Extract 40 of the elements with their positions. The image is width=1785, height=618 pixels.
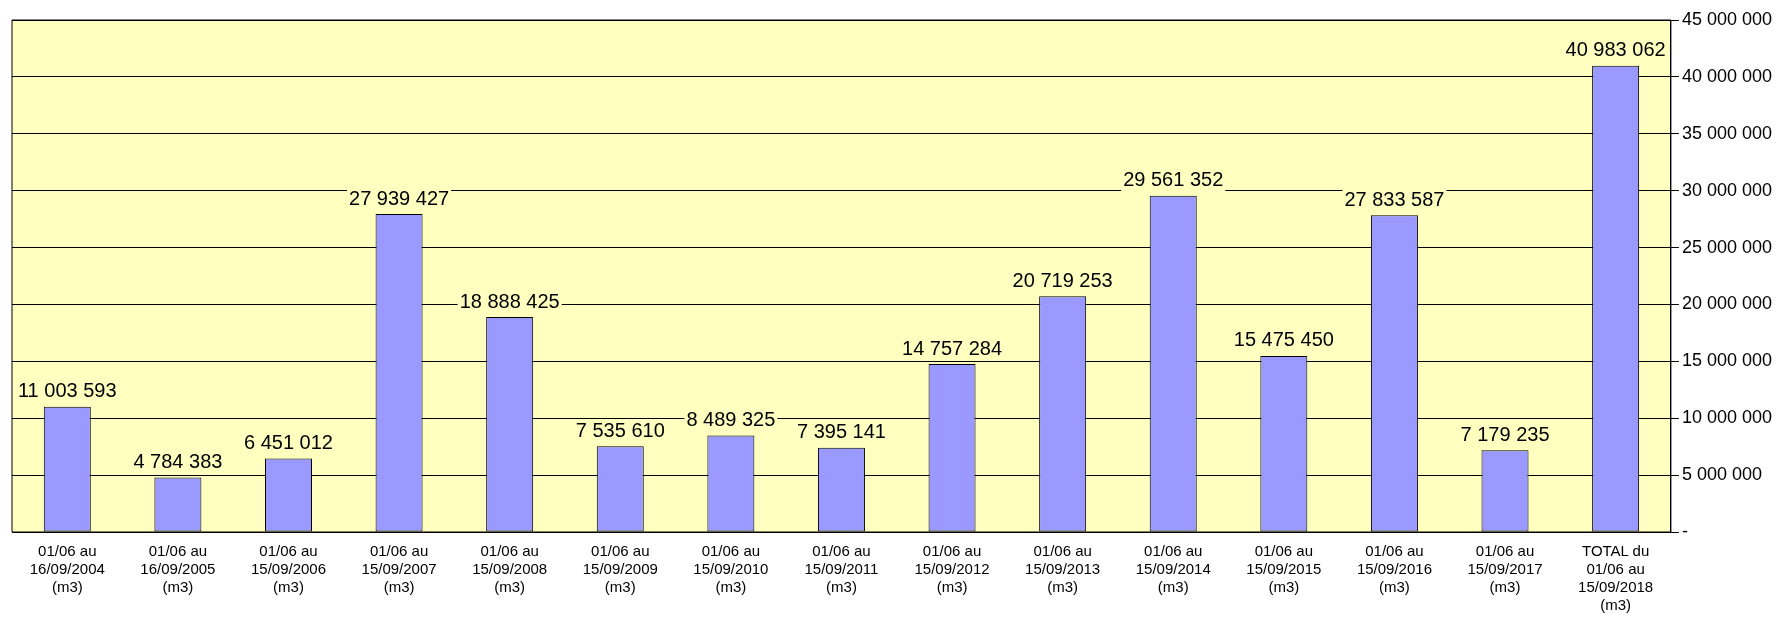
data-label: 4 784 383: [133, 450, 223, 473]
data-label: 7 535 610: [575, 418, 665, 441]
data-label: 27 833 587: [1344, 187, 1445, 210]
data-label: 18 888 425: [459, 289, 560, 312]
y-tick-label: 45 000 000: [1681, 8, 1773, 29]
x-tick-label: 01/06 au 15/09/2012 (m3): [914, 542, 990, 596]
data-label: 15 475 450: [1233, 328, 1334, 351]
data-label: 29 561 352: [1123, 168, 1224, 191]
x-tick-label: 01/06 au 15/09/2014 (m3): [1135, 542, 1211, 596]
data-label: 11 003 593: [17, 379, 117, 402]
data-label: 6 451 012: [243, 431, 333, 454]
data-label: 20 719 253: [1012, 268, 1113, 291]
y-tick-label: 30 000 000: [1681, 179, 1773, 200]
x-tick-label: 01/06 au 15/09/2008 (m3): [472, 542, 548, 596]
x-tick-label: 01/06 au 15/09/2010 (m3): [693, 542, 769, 596]
y-tick-label: 35 000 000: [1681, 122, 1773, 143]
data-label: 14 757 284: [902, 336, 1003, 359]
x-tick-label: 01/06 au 16/09/2005 (m3): [140, 542, 216, 596]
x-tick-label: 01/06 au 15/09/2016 (m3): [1356, 542, 1432, 596]
y-tick-label: 5 000 000: [1681, 464, 1762, 485]
data-label: 40 983 062: [1565, 38, 1666, 61]
y-tick-label: 40 000 000: [1681, 65, 1773, 86]
x-tick-label: 01/06 au 15/09/2007 (m3): [361, 542, 437, 596]
data-label: 27 939 427: [349, 186, 450, 209]
data-label: 7 179 235: [1460, 422, 1550, 445]
x-tick-label: 01/06 au 16/09/2004 (m3): [29, 542, 105, 596]
x-tick-label: TOTAL du 01/06 au 15/09/2018 (m3): [1578, 542, 1654, 614]
x-tick-label: 01/06 au 15/09/2009 (m3): [582, 542, 658, 596]
y-tick-label: 25 000 000: [1681, 236, 1773, 257]
y-tick-label: 15 000 000: [1681, 350, 1773, 371]
data-label: 7 395 141: [796, 420, 886, 443]
y-tick-label: 20 000 000: [1681, 293, 1773, 314]
x-tick-label: 01/06 au 15/09/2017 (m3): [1467, 542, 1543, 596]
x-tick-label: 01/06 au 15/09/2015 (m3): [1246, 542, 1322, 596]
y-tick-label: -: [1681, 520, 1688, 541]
x-tick-label: 01/06 au 15/09/2011 (m3): [804, 542, 879, 596]
x-tick-label: 01/06 au 15/09/2013 (m3): [1025, 542, 1101, 596]
x-tick-label: 01/06 au 15/09/2006 (m3): [250, 542, 327, 596]
y-tick-label: 10 000 000: [1681, 407, 1773, 428]
data-label: 8 489 325: [686, 407, 776, 430]
